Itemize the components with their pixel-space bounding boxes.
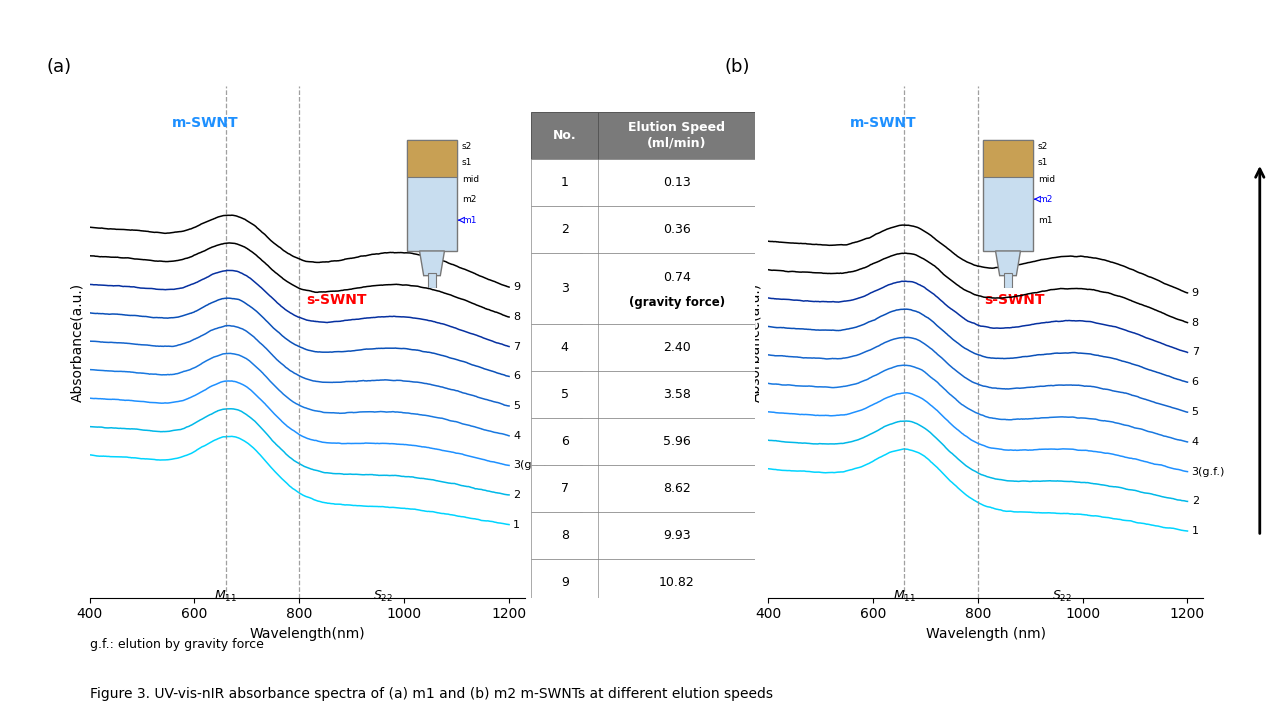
Text: 7: 7 xyxy=(513,341,521,351)
Text: 5: 5 xyxy=(561,387,568,400)
Text: 6: 6 xyxy=(1192,377,1198,387)
Text: 3: 3 xyxy=(561,282,568,294)
Text: m2: m2 xyxy=(1038,194,1052,204)
Text: m-SWNT: m-SWNT xyxy=(172,116,238,130)
Text: 3.58: 3.58 xyxy=(663,387,691,400)
Text: No.: No. xyxy=(553,129,576,142)
Text: m-SWNT: m-SWNT xyxy=(850,116,916,130)
Bar xyxy=(428,273,436,288)
Y-axis label: Absorbance(a.u.): Absorbance(a.u.) xyxy=(70,282,84,402)
Text: 8: 8 xyxy=(513,312,521,322)
Text: 6: 6 xyxy=(561,435,568,448)
Text: 9: 9 xyxy=(513,282,521,292)
Text: Elution Speed
(ml/min): Elution Speed (ml/min) xyxy=(628,121,726,150)
Text: $S_{22}$: $S_{22}$ xyxy=(1052,588,1071,603)
Text: 2.40: 2.40 xyxy=(663,341,691,354)
Text: 1: 1 xyxy=(561,176,568,189)
Text: m1: m1 xyxy=(1038,215,1052,225)
Text: g.f.: elution by gravity force: g.f.: elution by gravity force xyxy=(90,638,264,651)
Text: 5.96: 5.96 xyxy=(663,435,691,448)
Bar xyxy=(531,159,755,206)
Text: 1: 1 xyxy=(513,520,520,530)
Bar xyxy=(407,140,457,177)
Bar xyxy=(1004,273,1012,288)
Text: 5: 5 xyxy=(1192,407,1198,417)
Text: 9: 9 xyxy=(561,576,568,589)
Text: s-SWNT: s-SWNT xyxy=(984,293,1044,307)
Text: 10.82: 10.82 xyxy=(659,576,695,589)
Text: 5: 5 xyxy=(513,401,520,411)
Bar xyxy=(983,140,1033,177)
Text: (gravity force): (gravity force) xyxy=(628,296,724,309)
Y-axis label: Absorbance(a.u.): Absorbance(a.u.) xyxy=(749,282,763,402)
Text: 0.13: 0.13 xyxy=(663,176,691,189)
Bar xyxy=(531,464,755,512)
Text: $S_{22}$: $S_{22}$ xyxy=(374,588,393,603)
X-axis label: Wavelength(nm): Wavelength(nm) xyxy=(250,627,365,641)
Text: 9.93: 9.93 xyxy=(663,528,691,541)
Text: mid: mid xyxy=(462,175,479,184)
Text: 4: 4 xyxy=(561,341,568,354)
Text: 0.36: 0.36 xyxy=(663,223,691,236)
Text: mid: mid xyxy=(1038,175,1055,184)
Text: 4: 4 xyxy=(513,431,521,441)
Text: 2: 2 xyxy=(1192,496,1199,506)
Text: s1: s1 xyxy=(462,158,472,166)
Text: s1: s1 xyxy=(1038,158,1048,166)
Text: 8: 8 xyxy=(1192,318,1199,328)
Bar xyxy=(407,140,457,251)
Text: 7: 7 xyxy=(1192,348,1199,357)
Text: s-SWNT: s-SWNT xyxy=(306,293,366,307)
Text: 3(g.f.): 3(g.f.) xyxy=(1192,467,1225,477)
Bar xyxy=(531,206,755,253)
Bar xyxy=(531,112,755,159)
Text: 9: 9 xyxy=(1192,288,1199,298)
Polygon shape xyxy=(420,251,444,276)
Polygon shape xyxy=(996,251,1020,276)
Text: s2: s2 xyxy=(1038,142,1048,150)
Text: $M_{11}$: $M_{11}$ xyxy=(214,588,238,603)
Text: 6: 6 xyxy=(513,372,520,382)
Bar xyxy=(531,371,755,418)
Bar xyxy=(531,512,755,559)
X-axis label: Wavelength (nm): Wavelength (nm) xyxy=(925,627,1046,641)
Bar xyxy=(531,418,755,464)
Text: 3(g.f.): 3(g.f.) xyxy=(513,460,547,470)
Text: $M_{11}$: $M_{11}$ xyxy=(892,588,916,603)
Text: 0.74: 0.74 xyxy=(663,271,691,284)
Text: (b): (b) xyxy=(724,58,750,76)
Text: 8: 8 xyxy=(561,528,568,541)
Text: 7: 7 xyxy=(561,482,568,495)
Text: s2: s2 xyxy=(462,142,472,150)
Text: 2: 2 xyxy=(513,490,521,500)
Text: 8.62: 8.62 xyxy=(663,482,691,495)
Text: 4: 4 xyxy=(1192,437,1199,447)
Text: m2: m2 xyxy=(462,194,476,204)
Text: (a): (a) xyxy=(46,58,72,76)
Bar xyxy=(983,140,1033,251)
Bar xyxy=(531,253,755,323)
Text: m1: m1 xyxy=(462,215,476,225)
Bar xyxy=(531,323,755,371)
Text: 1: 1 xyxy=(1192,526,1198,536)
Text: 2: 2 xyxy=(561,223,568,236)
Bar xyxy=(531,559,755,606)
Text: Figure 3. UV-vis-nIR absorbance spectra of (a) m1 and (b) m2 m-SWNTs at differen: Figure 3. UV-vis-nIR absorbance spectra … xyxy=(90,688,773,701)
Text: Elution
Speed: Elution Speed xyxy=(603,338,646,366)
